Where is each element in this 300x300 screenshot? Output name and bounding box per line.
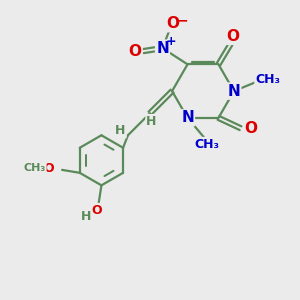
Text: N: N [156,40,169,56]
Text: O: O [227,29,240,44]
Text: N: N [227,84,240,99]
Text: O: O [129,44,142,59]
Text: O: O [44,162,54,175]
Text: O: O [166,16,179,31]
Text: CH₃: CH₃ [24,164,46,173]
Text: H: H [146,115,157,128]
Text: +: + [165,35,176,48]
Text: O: O [92,204,102,217]
Text: H: H [116,124,126,137]
Text: O: O [244,121,257,136]
Text: N: N [181,110,194,125]
Text: H: H [81,210,91,223]
Text: CH₃: CH₃ [194,138,219,151]
Text: CH₃: CH₃ [255,73,280,86]
Text: −: − [176,14,188,28]
